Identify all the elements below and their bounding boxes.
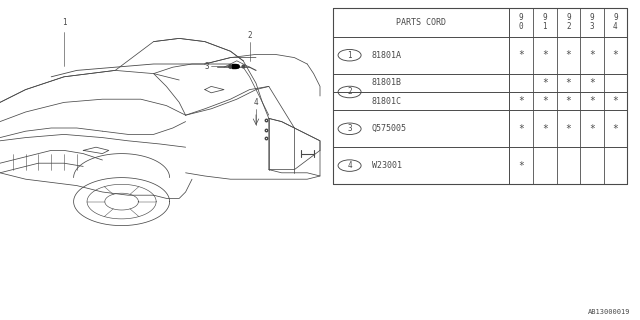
Text: 2: 2 (348, 87, 352, 97)
Text: *: * (589, 96, 595, 106)
Text: *: * (518, 124, 524, 134)
Text: *: * (589, 124, 595, 134)
Text: 4: 4 (253, 98, 259, 107)
Bar (333, 8, 627, 184)
Text: PARTS CORD: PARTS CORD (396, 18, 446, 27)
Text: *: * (612, 50, 618, 60)
Text: *: * (542, 78, 548, 88)
Text: 9
0: 9 0 (519, 13, 524, 31)
Text: 1: 1 (61, 18, 67, 27)
Text: *: * (565, 78, 572, 88)
Text: 2: 2 (247, 31, 252, 40)
Text: *: * (612, 124, 618, 134)
Text: *: * (589, 50, 595, 60)
Text: W23001: W23001 (372, 161, 402, 170)
Text: 1: 1 (348, 51, 352, 60)
Text: 4: 4 (348, 161, 352, 170)
Text: *: * (589, 78, 595, 88)
Text: *: * (518, 50, 524, 60)
Text: 9
3: 9 3 (589, 13, 594, 31)
Text: 81801B: 81801B (372, 78, 402, 87)
Text: Q575005: Q575005 (372, 124, 406, 133)
Text: 81801A: 81801A (372, 51, 402, 60)
Text: 3: 3 (348, 124, 352, 133)
Text: 9
4: 9 4 (613, 13, 618, 31)
Text: 3: 3 (204, 62, 209, 71)
Text: AB13000019: AB13000019 (588, 309, 630, 315)
Text: *: * (542, 124, 548, 134)
Text: *: * (542, 50, 548, 60)
Text: *: * (565, 96, 572, 106)
Text: *: * (518, 96, 524, 106)
Text: 9
1: 9 1 (543, 13, 547, 31)
Text: *: * (518, 161, 524, 171)
Text: 9
2: 9 2 (566, 13, 571, 31)
Text: *: * (565, 50, 572, 60)
Text: *: * (612, 96, 618, 106)
Text: *: * (542, 96, 548, 106)
Text: *: * (565, 124, 572, 134)
Text: 81801C: 81801C (372, 97, 402, 106)
